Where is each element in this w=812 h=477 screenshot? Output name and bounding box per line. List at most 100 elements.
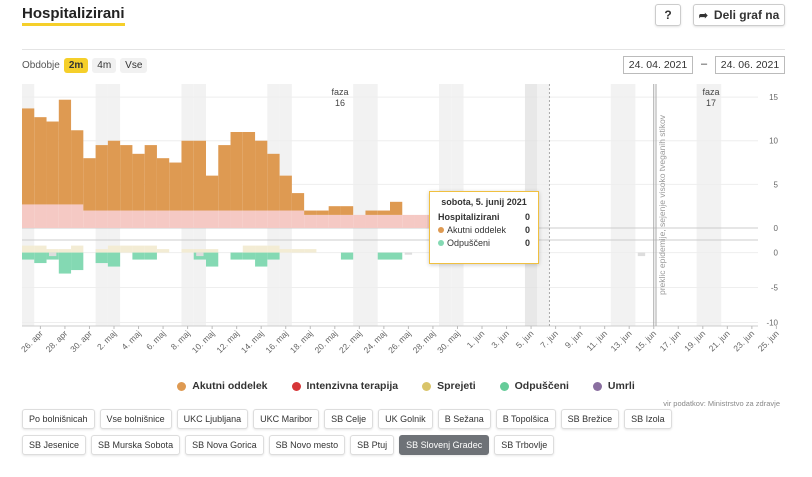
- x-tick-label: 26. maj: [386, 328, 413, 355]
- tooltip-row-acute: Akutni oddelek 0: [438, 225, 530, 235]
- weekend-band: [696, 84, 709, 326]
- hospital-tag[interactable]: UK Golnik: [378, 409, 433, 429]
- legend-dot-icon: [291, 381, 301, 391]
- bar-intensive: [132, 210, 145, 228]
- bar-intensive: [328, 214, 341, 228]
- hospital-tag[interactable]: SB Novo mesto: [268, 435, 346, 455]
- hospital-tag[interactable]: SB Izola: [624, 409, 672, 429]
- discharged-dot-icon: [438, 240, 444, 246]
- bar-discharged: [206, 252, 219, 267]
- annotation-label: faza: [702, 87, 719, 97]
- x-tick-label: 5. jun: [514, 328, 536, 350]
- bar-acute: [71, 130, 84, 205]
- bar-acute: [181, 140, 194, 211]
- hospital-tag[interactable]: SB Murska Sobota: [91, 435, 181, 455]
- hospital-tag[interactable]: SB Brežice: [560, 409, 620, 429]
- bar-deceased: [48, 252, 57, 257]
- hospital-tag[interactable]: B Sežana: [437, 409, 491, 429]
- hospital-tag[interactable]: UKC Maribor: [253, 409, 320, 429]
- hospital-tag[interactable]: SB Trbovlje: [494, 435, 555, 455]
- bar-intensive: [414, 214, 427, 228]
- tooltip-row-discharged: Odpuščeni 0: [438, 238, 530, 248]
- bar-discharged: [95, 252, 108, 264]
- hospital-tag[interactable]: Po bolnišnicah: [22, 409, 95, 429]
- bar-acute: [230, 132, 243, 211]
- hospital-tag[interactable]: SB Celje: [324, 409, 374, 429]
- date-separator: –: [701, 58, 708, 70]
- x-tick-label: 22. maj: [337, 328, 364, 355]
- bar-acute: [169, 162, 182, 211]
- bar-admitted: [46, 249, 59, 253]
- legend-item-discharged[interactable]: Odpuščeni: [499, 380, 569, 392]
- bar-discharged: [71, 252, 84, 271]
- tooltip-value: 0: [524, 238, 530, 248]
- x-tick-label: 11. jun: [584, 328, 609, 353]
- bar-acute: [193, 140, 206, 211]
- bar-deceased: [637, 252, 646, 257]
- legend-item-admitted[interactable]: Sprejeti: [422, 380, 476, 392]
- hospital-tag-active[interactable]: SB Slovenj Gradec: [399, 435, 490, 455]
- bar-admitted: [279, 249, 292, 253]
- legend-dot-icon: [499, 381, 509, 391]
- hospital-tag[interactable]: UKC Ljubljana: [176, 409, 249, 429]
- bar-admitted: [132, 245, 145, 253]
- share-button[interactable]: ➦ Deli graf na: [693, 4, 785, 26]
- legend-item-acute[interactable]: Akutni oddelek: [177, 380, 268, 392]
- weekend-band: [708, 84, 722, 326]
- data-source: vir podatkov: Ministrstvo za zdravje: [663, 399, 780, 408]
- bar-admitted: [267, 245, 280, 253]
- bar-acute: [304, 210, 317, 215]
- legend-dot-icon: [592, 381, 602, 391]
- x-tick-label: 21. jun: [707, 328, 732, 353]
- bar-deceased: [404, 252, 413, 255]
- bar-discharged: [242, 252, 256, 260]
- bar-acute: [58, 99, 72, 205]
- bar-acute: [120, 145, 133, 211]
- bar-intensive: [377, 214, 390, 228]
- chart-legend: Akutni oddelek Intenzivna terapija Sprej…: [0, 380, 812, 392]
- period-2m-button[interactable]: 2m: [63, 58, 89, 73]
- x-tick-label: 30. apr: [68, 328, 94, 354]
- hospital-tag[interactable]: Vse bolnišnice: [99, 409, 172, 429]
- bar-acute: [340, 206, 354, 215]
- bar-acute: [107, 140, 121, 211]
- hospital-tag[interactable]: SB Nova Gorica: [185, 435, 264, 455]
- hospital-tag[interactable]: SB Jesenice: [22, 435, 87, 455]
- x-tick-label: 10. maj: [190, 328, 217, 355]
- x-tick-label: 23. jun: [731, 328, 756, 353]
- bar-acute: [83, 158, 96, 211]
- bar-intensive: [291, 210, 305, 228]
- date-from-input[interactable]: 24. 04. 2021: [623, 56, 693, 74]
- bar-admitted: [144, 245, 157, 253]
- date-to-input[interactable]: 24. 06. 2021: [715, 56, 785, 74]
- weekend-band: [537, 84, 550, 326]
- bar-discharged: [230, 252, 243, 260]
- bar-acute: [291, 193, 305, 211]
- y-tick-label: 10: [769, 137, 778, 146]
- bar-admitted: [291, 249, 305, 253]
- x-tick-label: 14. maj: [239, 328, 266, 355]
- legend-label: Odpuščeni: [514, 380, 569, 392]
- bar-acute: [255, 140, 268, 211]
- legend-dot-icon: [177, 381, 187, 391]
- legend-label: Sprejeti: [437, 380, 476, 392]
- bar-discharged: [22, 252, 35, 260]
- weekend-band: [623, 84, 636, 326]
- bar-intensive: [169, 210, 182, 228]
- bar-discharged: [377, 252, 390, 260]
- bar-admitted: [242, 245, 256, 253]
- tooltip-value: 0: [524, 225, 530, 235]
- bar-acute: [156, 158, 170, 211]
- period-all-button[interactable]: Vse: [120, 58, 148, 73]
- help-button[interactable]: ?: [655, 4, 681, 26]
- hospital-tag[interactable]: SB Ptuj: [350, 435, 395, 455]
- hospital-tag[interactable]: B Topolšica: [495, 409, 556, 429]
- legend-item-deceased[interactable]: Umrli: [592, 380, 635, 392]
- bar-acute: [267, 153, 280, 211]
- period-4m-button[interactable]: 4m: [92, 58, 117, 73]
- legend-item-intensive[interactable]: Intenzivna terapija: [291, 380, 398, 392]
- legend-label: Umrli: [607, 380, 635, 392]
- x-tick-label: 7. jun: [538, 328, 560, 350]
- y-tick-label: 5: [774, 180, 779, 189]
